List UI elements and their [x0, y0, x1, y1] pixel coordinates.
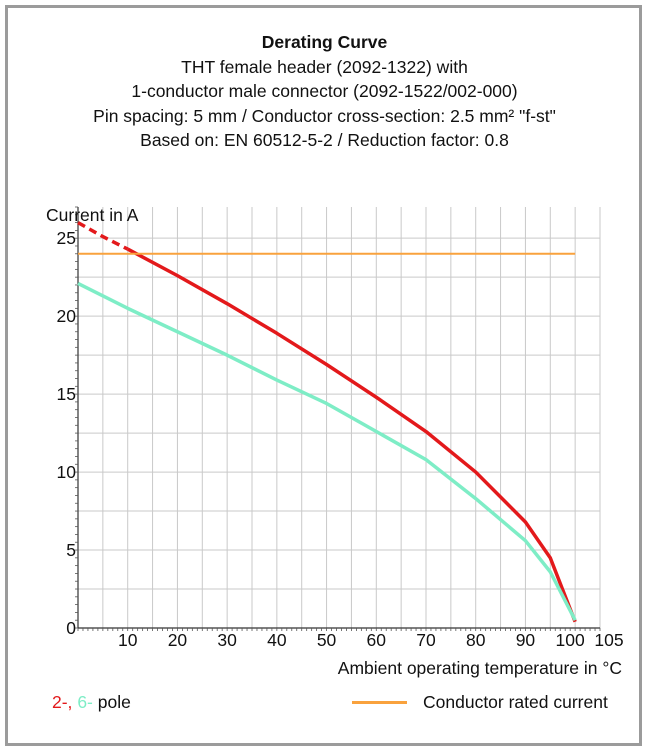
chart-titles: Derating Curve THT female header (2092-1… [8, 30, 641, 153]
tick-labels: 0 5 10 15 20 25 10 20 30 40 50 60 70 80 90 100 105 [57, 228, 624, 650]
pole-legend: 2-, 6- pole [52, 692, 131, 712]
x-tick-label: 50 [317, 630, 337, 650]
y-tick-label: 25 [57, 228, 76, 248]
x-tick-label: 40 [267, 630, 287, 650]
y-tick-label: 20 [57, 306, 77, 326]
series-2-line [126, 247, 577, 623]
x-tick-label: 20 [168, 630, 188, 650]
series-lines [77, 221, 577, 623]
series-2-dashed [77, 221, 129, 251]
x-tick-label: 10 [118, 630, 138, 650]
chart-subtitle-line-4: Based on: EN 60512-5-2 / Reduction facto… [140, 130, 509, 150]
x-axis-label: Ambient operating temperature in °C [338, 658, 622, 678]
x-tick-label: 100 [556, 630, 585, 650]
x-tick-label: 105 [594, 630, 623, 650]
x-tick-label: 30 [217, 630, 237, 650]
x-tick-label: 70 [416, 630, 436, 650]
y-axis-label: Current in A [46, 205, 139, 225]
y-tick-label: 5 [66, 540, 76, 560]
y-tick-label: 10 [57, 462, 77, 482]
legend-pole-suffix: pole [97, 692, 131, 712]
rated-current-label: Conductor rated current [423, 692, 608, 712]
y-tick-label: 15 [57, 384, 76, 404]
chart-title: Derating Curve [261, 32, 388, 52]
legend-2-pole: 2-, [52, 692, 73, 712]
rated-current-swatch [352, 700, 407, 704]
chart-subtitle-line-3: Pin spacing: 5 mm / Conductor cross-sect… [93, 105, 556, 126]
rated-current-legend: Conductor rated current [352, 692, 608, 712]
x-tick-label: 80 [466, 630, 486, 650]
y-tick-label: 0 [66, 618, 76, 638]
x-tick-label: 60 [367, 630, 387, 650]
x-tick-label: 90 [516, 630, 536, 650]
grid [75, 206, 601, 631]
legend-6-pole: 6- [77, 692, 93, 712]
chart-frame [5, 5, 642, 746]
chart-subtitle-line-2: 1-conductor male connector (2092-1522/00… [131, 81, 518, 101]
chart-subtitle-line-1: THT female header (2092-1322) with [181, 56, 468, 77]
series-6-line [77, 281, 577, 622]
